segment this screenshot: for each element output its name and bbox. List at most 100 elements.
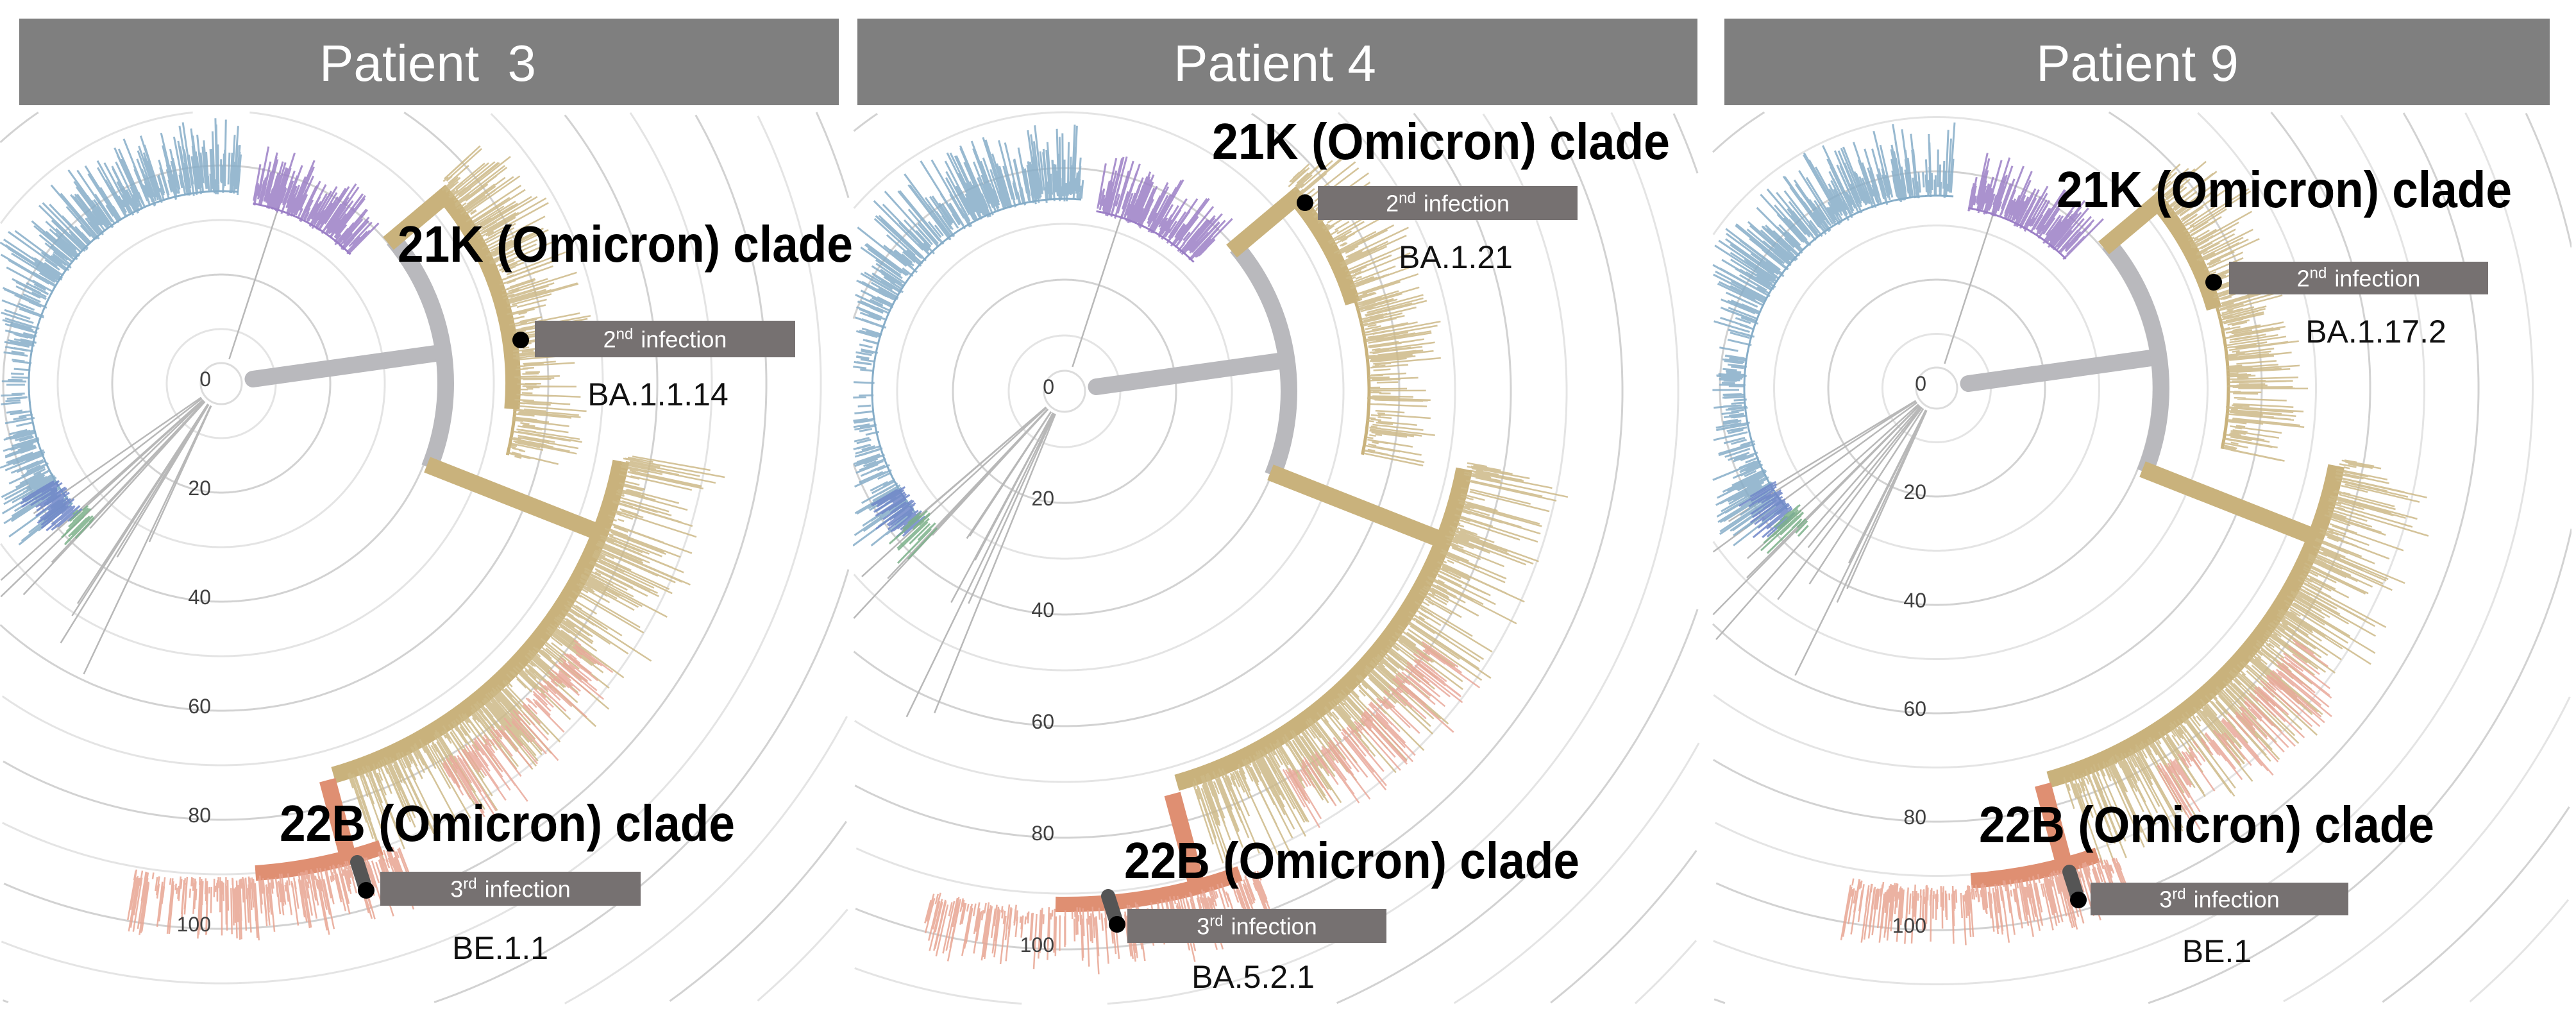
- grid-ring: [1713, 112, 2371, 823]
- lower-stem: [2139, 461, 2322, 547]
- panel-header: Patient 9: [1724, 19, 2550, 105]
- root-arc: [1230, 241, 1297, 479]
- tick-label: 40: [1903, 589, 1926, 612]
- lower-stem: [1267, 464, 1450, 550]
- tick-label: 60: [188, 695, 211, 718]
- infection-label-box: [535, 321, 795, 357]
- lineage-label: BA.1.17.2: [2305, 314, 2446, 350]
- clade-21L-22B-lineage: [2046, 459, 2429, 865]
- patient-sample-dot: [1297, 194, 1313, 211]
- grid-ring: [1773, 225, 2100, 552]
- clade-label-21K: 21K (Omicron) clade: [1212, 113, 1670, 170]
- tick-label: 60: [1031, 710, 1054, 733]
- clade-21L-22B-lineage: [331, 455, 725, 861]
- clade-label-21K: 21K (Omicron) clade: [2057, 161, 2512, 218]
- grid-ring: [1719, 170, 2155, 606]
- infection-label: 3rd infection: [2159, 886, 2279, 913]
- clade-22B-arc: [1970, 847, 2100, 889]
- grid-ring: [854, 112, 1679, 1005]
- lineage-label: BA.5.2.1: [1191, 959, 1315, 995]
- patient-sample-dot: [1109, 916, 1125, 933]
- omicron-lineage: [1840, 160, 2429, 945]
- clade-label-21K: 21K (Omicron) clade: [398, 216, 853, 273]
- tick-label: 80: [188, 804, 211, 827]
- tick-label: 0: [199, 368, 211, 391]
- lineage-label: BE.1: [2182, 933, 2252, 969]
- tick-label: 40: [188, 586, 211, 609]
- root-branch: [244, 344, 449, 387]
- clade-21K-arc: [2148, 193, 2222, 311]
- lineage-label: BA.1.1.14: [587, 377, 728, 412]
- tick-label: 0: [1043, 375, 1054, 398]
- grid-ring: [855, 113, 1568, 895]
- root-branch: [1960, 349, 2164, 392]
- tick-label: 20: [1031, 487, 1054, 510]
- grid-ring: [1881, 333, 1992, 443]
- early-clades: [0, 118, 380, 675]
- tick-label: 20: [1903, 480, 1926, 504]
- purple-clade: [1096, 156, 1233, 263]
- grid-ring: [199, 362, 243, 405]
- grid-ring: [1550, 850, 1697, 1004]
- clade-21K: [2098, 160, 2309, 462]
- grid-ring: [669, 820, 848, 1002]
- tick-label: 100: [177, 913, 211, 936]
- lineage-label: BA.1.21: [1399, 239, 1513, 275]
- header-bar: [1724, 19, 2550, 105]
- infection-label: 2nd infection: [603, 326, 727, 353]
- early-clades: [1712, 122, 2104, 676]
- purple-clade: [1967, 153, 2104, 260]
- phylogenetic-tree-figure: Patient 4 0 20 40 60 80 100 21K (Omicron) clade…: [853, 19, 1700, 1005]
- clade-21L-22B-lineage: [1174, 462, 1569, 877]
- patient-title: Patient 3: [319, 35, 536, 92]
- third-infection-annotation: 3rd infection BE.1: [2062, 865, 2348, 969]
- clade-22B-arc: [1055, 866, 1243, 912]
- gray-branches: [0, 206, 280, 675]
- gray-branches: [1712, 210, 1995, 676]
- purple-clade: [253, 146, 380, 255]
- lineage-label: BE.1.1: [452, 930, 548, 966]
- patient-sample-dot: [358, 882, 375, 899]
- second-infection-annotation: 2nd infection BA.1.1.14: [512, 321, 795, 412]
- tick-label: 40: [1031, 598, 1054, 622]
- grid-ring: [2382, 806, 2570, 1003]
- omicron-lineage: [127, 145, 725, 941]
- grid-ring: [1043, 369, 1086, 413]
- grid-ring: [757, 908, 848, 1002]
- grid-ring: [1007, 334, 1122, 448]
- infection-label: 3rd infection: [1197, 913, 1317, 940]
- blue-clade: [0, 118, 242, 546]
- grid-ring: [1634, 940, 1697, 1005]
- lower-arc: [1174, 467, 1473, 791]
- grid-ring: [111, 273, 332, 494]
- lower-stem: [424, 457, 607, 542]
- patient-title: Patient 9: [2036, 35, 2239, 92]
- grid-ring: [1453, 742, 1700, 1005]
- grid-ring: [1715, 112, 2480, 931]
- tick-label: 0: [1915, 372, 1926, 395]
- tick-label: 100: [1020, 933, 1054, 956]
- tick-label: 80: [1031, 822, 1054, 845]
- grid-ring: [0, 111, 495, 657]
- blue-clade: [853, 124, 1084, 564]
- grid-ring: [165, 328, 277, 439]
- blue-clade-arc: [1743, 194, 1954, 510]
- infection-label: 2nd infection: [1386, 190, 1510, 217]
- clade-21K-arc: [435, 187, 521, 410]
- grid-ring: [896, 223, 1233, 560]
- tick-label: 80: [1903, 806, 1926, 829]
- tick-label: 60: [1903, 697, 1926, 720]
- grid-ring: [1827, 278, 2046, 498]
- panel-patient-9: Patient 9 0 20 40 60 80 100 21K (Omicron) clade…: [1712, 0, 2572, 1009]
- grid-ring: [1336, 113, 1699, 1005]
- infection-label-box: [1127, 909, 1386, 943]
- panel-patient-3: Patient 3 0 20 40 60 80 100 21K (Omicron) clade…: [0, 0, 859, 1009]
- second-infection-annotation: 2nd infection BA.1.21: [1297, 186, 1578, 275]
- clade-label-22B: 22B (Omicron) clade: [1124, 832, 1579, 889]
- clade-22B-stem: [1164, 792, 1208, 897]
- blue-clade: [1712, 122, 1956, 554]
- early-clades: [853, 124, 1233, 718]
- clade-label-22B: 22B (Omicron) clade: [1979, 796, 2434, 853]
- header-bar: [19, 19, 839, 105]
- grid-ring: [56, 219, 386, 548]
